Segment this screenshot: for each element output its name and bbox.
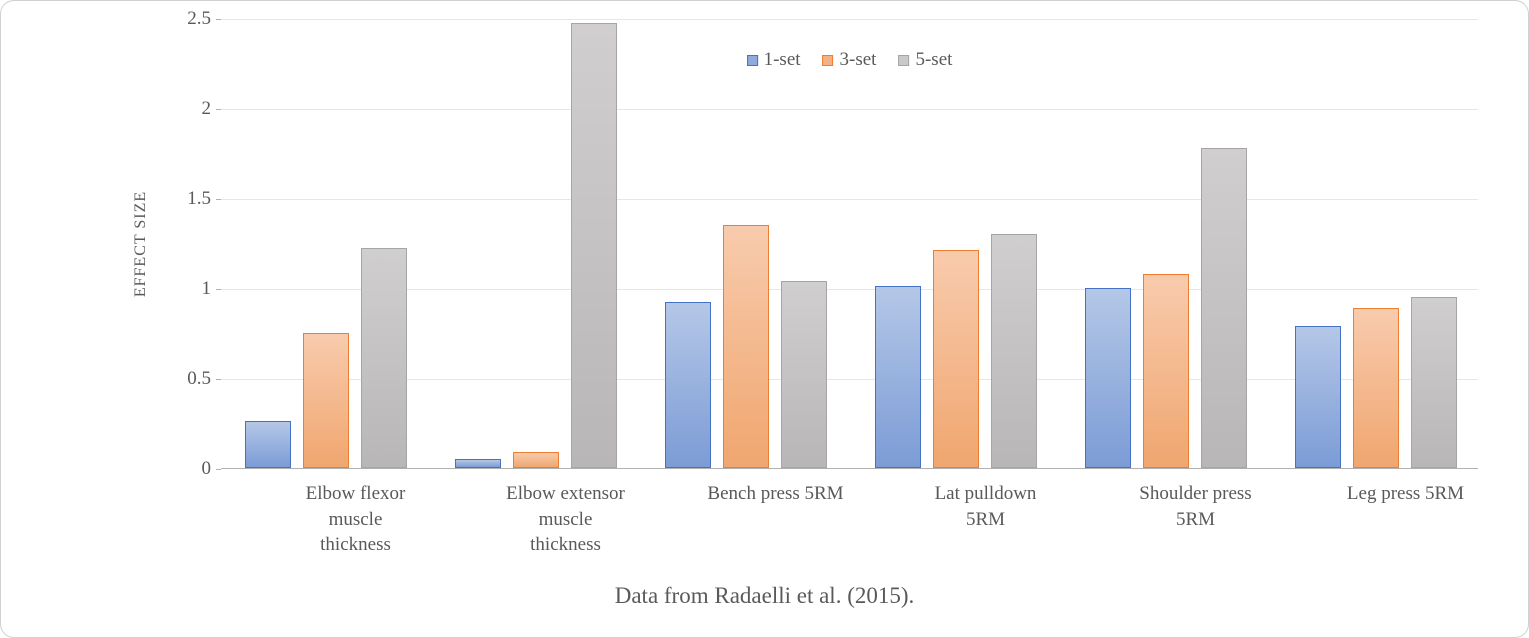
bar (245, 421, 291, 468)
bar (571, 23, 617, 468)
ytick-mark (216, 199, 221, 200)
bar (1085, 288, 1131, 468)
ytick-mark (216, 379, 221, 380)
bar (723, 225, 769, 468)
ytick-mark (216, 109, 221, 110)
xtick-label: Elbow extensor muscle thickness (461, 481, 671, 558)
bar (875, 286, 921, 468)
xtick-label: Shoulder press 5RM (1091, 481, 1301, 532)
legend-swatch (747, 55, 758, 66)
bar (1295, 326, 1341, 468)
xtick-label: Lat pulldown 5RM (881, 481, 1091, 532)
chart-caption: Data from Radaelli et al. (2015). (31, 583, 1498, 609)
bar (991, 234, 1037, 468)
bar (513, 452, 559, 468)
bar (303, 333, 349, 468)
chart-inner: EFFECT SIZE 1-set3-set5-set 00.511.522.5… (31, 19, 1498, 619)
plot-area: 1-set3-set5-set 00.511.522.5 (221, 19, 1478, 469)
ytick-mark (216, 289, 221, 290)
legend-label: 1-set (764, 49, 801, 71)
ytick-mark (216, 469, 221, 470)
xtick-label: Elbow flexor muscle thickness (251, 481, 461, 558)
legend-label: 5-set (915, 49, 952, 71)
bar (1201, 148, 1247, 468)
chart-container: EFFECT SIZE 1-set3-set5-set 00.511.522.5… (0, 0, 1529, 638)
legend-item: 1-set (747, 49, 801, 71)
legend-item: 5-set (898, 49, 952, 71)
bars-layer (221, 19, 1478, 468)
bar (455, 459, 501, 468)
bar (1143, 274, 1189, 468)
legend: 1-set 3-set 5-set (747, 49, 953, 71)
plot-region: 1-set3-set5-set 00.511.522.5 (221, 19, 1478, 469)
xtick-label: Bench press 5RM (671, 481, 881, 507)
ytick-mark (216, 19, 221, 20)
bar (361, 248, 407, 468)
legend-item: 3-set (823, 49, 877, 71)
bar (665, 302, 711, 468)
y-axis-label: EFFECT SIZE (132, 191, 150, 297)
bar (1411, 297, 1457, 468)
legend-swatch (898, 55, 909, 66)
bar (781, 281, 827, 468)
bar (933, 250, 979, 468)
bar (1353, 308, 1399, 468)
xtick-label: Leg press 5RM (1301, 481, 1511, 507)
legend-label: 3-set (840, 49, 877, 71)
legend-swatch (823, 55, 834, 66)
